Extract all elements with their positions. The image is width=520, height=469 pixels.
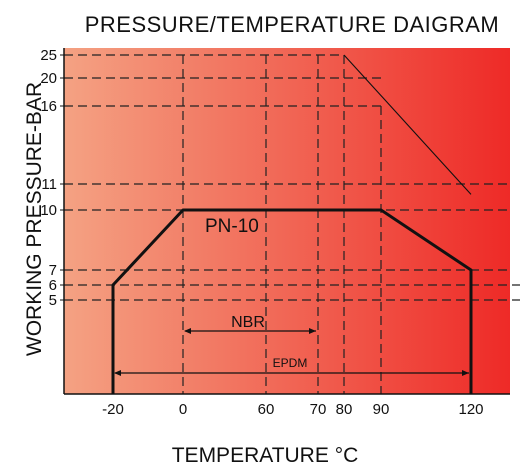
x-tick-60: 60 (258, 401, 275, 418)
x-axis-title: TEMPERATURE °C (172, 444, 359, 467)
y-tick-labels: 25 20 16 11 10 765 (40, 47, 64, 309)
y-tick-10: 10 (40, 202, 57, 219)
series-line-pn10 (111, 208, 473, 394)
y-tick-7: 7 (49, 262, 57, 279)
y-tick-6: 6 (49, 277, 57, 294)
annotations: PN-10 NBR EPDM (114, 216, 469, 376)
grid-lines (64, 54, 520, 394)
y-tick-20: 20 (40, 70, 57, 87)
y-tick-5: 5 (49, 292, 57, 309)
y-tick-25: 25 (40, 47, 57, 64)
chart-title: PRESSURE/TEMPERATURE DAIGRAM (85, 12, 500, 37)
pn10-label: PN-10 (205, 216, 259, 237)
y-tick-16: 16 (40, 98, 57, 115)
x-tick-90: 90 (373, 401, 390, 418)
epdm-label: EPDM (273, 356, 308, 370)
y-axis-title: WORKING PRESSURE-BAR (23, 82, 46, 356)
x-tick-labels: -20 0 60 70 80 90 120 (102, 401, 483, 418)
x-tick-0: 0 (179, 401, 187, 418)
y-tick-11: 11 (41, 176, 57, 193)
x-tick-70: 70 (310, 401, 327, 418)
x-tick-80: 80 (336, 401, 353, 418)
series-line-limit (343, 54, 472, 195)
nbr-label: NBR (231, 314, 265, 331)
x-tick-120: 120 (458, 401, 483, 418)
x-tick--20: -20 (102, 401, 124, 418)
plot-background (64, 48, 510, 394)
series-lines (111, 54, 473, 394)
